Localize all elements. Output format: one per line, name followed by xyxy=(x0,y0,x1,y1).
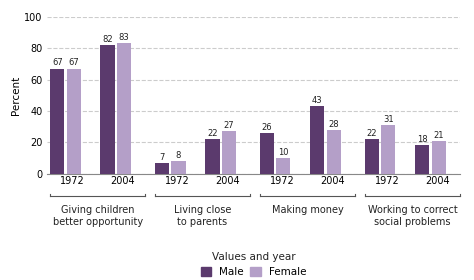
Text: 18: 18 xyxy=(417,135,428,144)
Text: 31: 31 xyxy=(383,115,394,124)
Text: Giving children
better opportunity: Giving children better opportunity xyxy=(53,205,143,227)
Text: Working to correct
social problems: Working to correct social problems xyxy=(367,205,457,227)
Text: 27: 27 xyxy=(223,121,234,130)
Bar xyxy=(415,145,429,174)
Text: 67: 67 xyxy=(68,59,79,67)
Bar xyxy=(365,139,379,174)
Text: 8: 8 xyxy=(176,151,181,160)
Text: Values and year: Values and year xyxy=(212,252,295,262)
Text: 22: 22 xyxy=(367,129,377,138)
Text: Living close
to parents: Living close to parents xyxy=(174,205,231,227)
Text: 67: 67 xyxy=(52,59,63,67)
Text: 21: 21 xyxy=(433,130,444,139)
Bar xyxy=(50,69,64,174)
Text: Making money: Making money xyxy=(272,205,343,215)
Bar xyxy=(276,158,291,174)
Bar xyxy=(100,45,115,174)
Text: 28: 28 xyxy=(328,120,339,129)
Bar xyxy=(381,125,395,174)
Text: 10: 10 xyxy=(278,148,289,157)
Y-axis label: Percent: Percent xyxy=(11,76,21,115)
Text: 7: 7 xyxy=(160,153,165,162)
Bar xyxy=(222,131,236,174)
Bar xyxy=(117,43,131,174)
Bar xyxy=(172,161,185,174)
Text: 83: 83 xyxy=(118,33,129,42)
Bar xyxy=(260,133,274,174)
Legend: Male, Female: Male, Female xyxy=(197,263,310,280)
Bar xyxy=(155,163,169,174)
Text: 43: 43 xyxy=(312,96,323,105)
Text: 26: 26 xyxy=(262,123,273,132)
Bar xyxy=(431,141,446,174)
Text: 82: 82 xyxy=(102,35,113,44)
Bar xyxy=(205,139,219,174)
Bar xyxy=(327,130,341,174)
Bar xyxy=(66,69,81,174)
Text: 22: 22 xyxy=(207,129,218,138)
Bar xyxy=(310,106,324,174)
